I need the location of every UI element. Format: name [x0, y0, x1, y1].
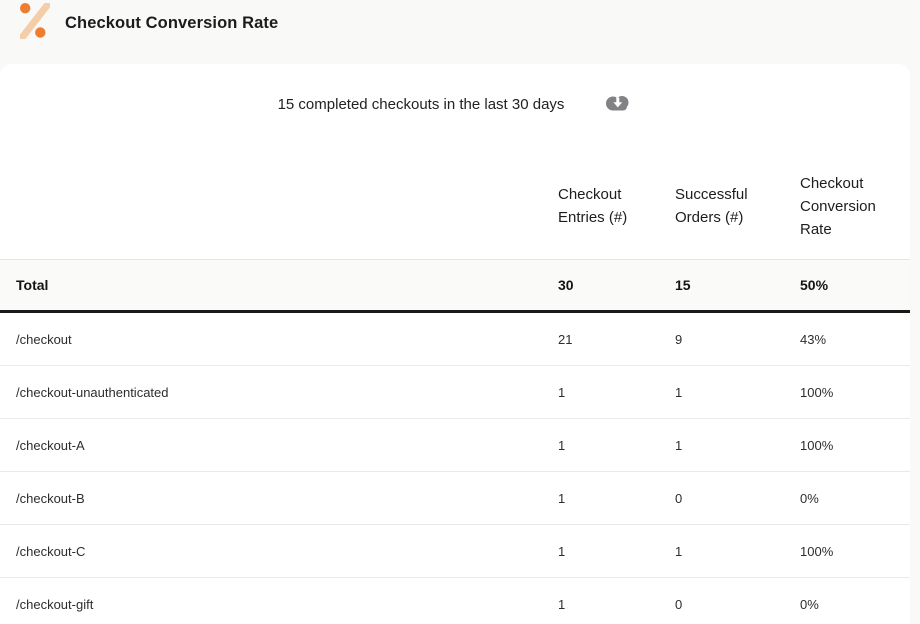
column-header-successful-orders: Successful Orders (#): [675, 186, 748, 226]
table-row: /checkout-gift 1 0 0%: [0, 578, 910, 624]
row-entries: 1: [558, 437, 566, 453]
row-entries: 1: [558, 596, 566, 612]
row-entries: 1: [558, 490, 566, 506]
row-page: /checkout-C: [16, 543, 86, 559]
row-entries: 1: [558, 543, 566, 559]
summary-text: 15 completed checkouts in the last 30 da…: [277, 96, 565, 113]
row-orders: 1: [675, 543, 683, 559]
page-title: Checkout Conversion Rate: [65, 14, 279, 32]
row-page: /checkout-B: [16, 490, 85, 506]
total-label: Total: [16, 277, 49, 293]
table-total-row: Total 30 15 50%: [0, 259, 910, 313]
row-page: /checkout-unauthenticated: [16, 384, 169, 400]
total-orders: 15: [675, 277, 691, 293]
row-rate: 0%: [800, 490, 819, 506]
row-page: /checkout-gift: [16, 596, 94, 612]
column-header-checkout-entries: Checkout Entries (#): [558, 186, 628, 226]
row-orders: 1: [675, 437, 683, 453]
summary-bar: 15 completed checkouts in the last 30 da…: [0, 64, 910, 117]
row-rate: 100%: [800, 543, 834, 559]
row-entries: 1: [558, 384, 566, 400]
row-page: /checkout-A: [16, 437, 85, 453]
table-header-row: Checkout Entries (#) Successful Orders (…: [0, 153, 910, 259]
total-rate: 50%: [800, 277, 829, 293]
row-rate: 0%: [800, 596, 819, 612]
total-entries: 30: [558, 277, 574, 293]
column-header-conversion-rate: Checkout Conversion Rate: [800, 174, 876, 238]
cloud-download-icon: [604, 92, 632, 117]
row-orders: 0: [675, 490, 683, 506]
row-page: /checkout: [16, 331, 72, 347]
download-button[interactable]: [604, 92, 632, 117]
row-orders: 9: [675, 331, 683, 347]
table-row: /checkout 21 9 43%: [0, 313, 910, 366]
row-orders: 0: [675, 596, 683, 612]
table-row: /checkout-unauthenticated 1 1 100%: [0, 366, 910, 419]
percent-icon: [19, 2, 51, 44]
report-card: 15 completed checkouts in the last 30 da…: [0, 64, 910, 624]
table-row: /checkout-A 1 1 100%: [0, 419, 910, 472]
table-row: /checkout-B 1 0 0%: [0, 472, 910, 525]
table-row: /checkout-C 1 1 100%: [0, 525, 910, 578]
row-rate: 100%: [800, 384, 834, 400]
row-orders: 1: [675, 384, 683, 400]
row-rate: 100%: [800, 437, 834, 453]
row-rate: 43%: [800, 331, 827, 347]
row-entries: 21: [558, 331, 573, 347]
titlebar: Checkout Conversion Rate: [0, 0, 920, 47]
